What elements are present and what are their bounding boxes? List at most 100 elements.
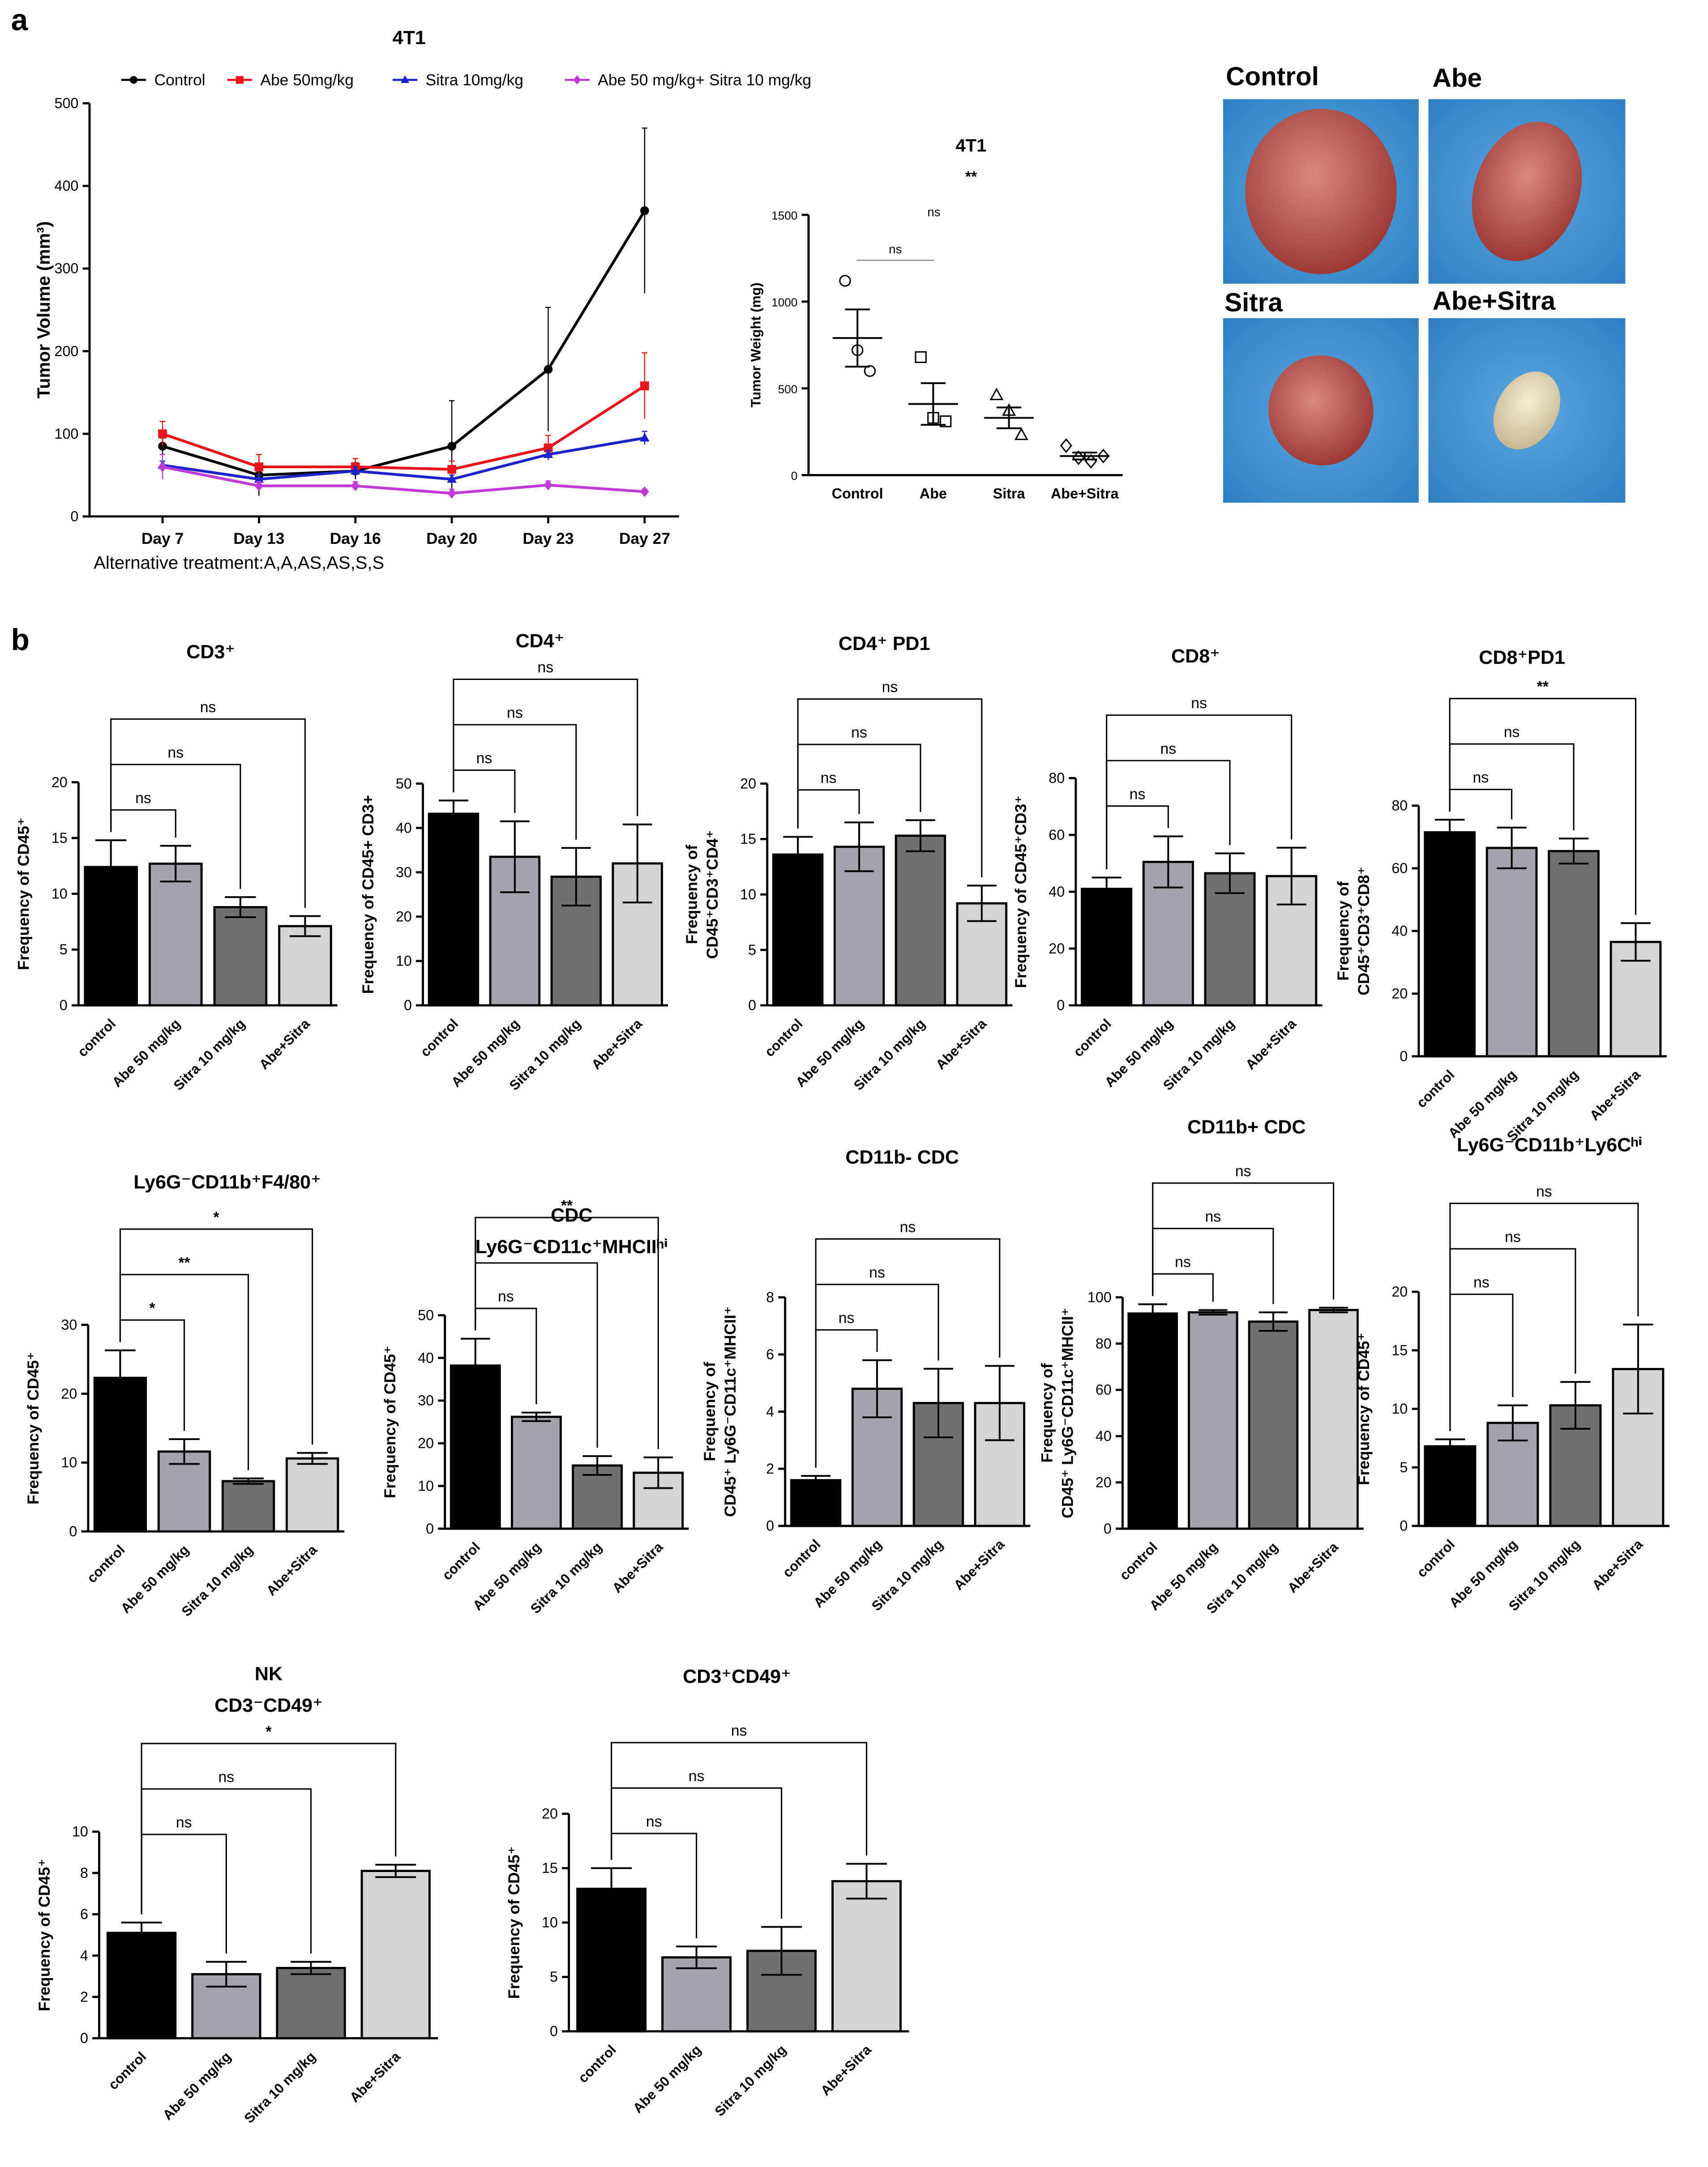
legend-marker	[235, 76, 244, 84]
x-tick-label: control	[779, 1536, 823, 1580]
point	[544, 479, 553, 491]
significance: ns	[1175, 1254, 1191, 1271]
chart-title: Ly6G⁻CD11b⁺Ly6Cʰⁱ	[1457, 1134, 1643, 1156]
x-tick-label: Abe+Sitra	[609, 1539, 666, 1596]
y-tick-label: 10	[1391, 1401, 1408, 1417]
bar	[895, 834, 946, 1007]
y-axis-label: CD45⁺CD3⁺CD8⁺	[1355, 867, 1373, 996]
chart-title: CD3⁺	[186, 641, 235, 663]
point	[1060, 438, 1072, 453]
tumor	[1268, 355, 1374, 466]
y-tick-label: 6	[766, 1346, 774, 1363]
y-axis-label: Frequency of CD45⁺	[381, 1346, 399, 1498]
bar	[428, 812, 479, 1007]
y-axis-label: Frequency of	[701, 1362, 719, 1461]
bar	[1424, 831, 1476, 1058]
significance: ns	[1504, 724, 1520, 741]
bar	[1188, 1311, 1238, 1530]
y-tick-label: 50	[418, 1307, 434, 1323]
x-tick-label: Abe	[920, 486, 947, 502]
chart-title: CD11b- CDC	[845, 1147, 959, 1168]
chart-title: CD4⁺	[516, 630, 565, 652]
y-tick-label: 40	[1049, 884, 1065, 900]
point	[351, 480, 360, 492]
y-tick-label: 80	[1049, 770, 1065, 786]
significance: ns	[498, 1288, 514, 1305]
y-tick-label: 1000	[771, 296, 797, 309]
bar	[1081, 888, 1133, 1007]
bar	[1485, 846, 1538, 1058]
point	[447, 474, 457, 483]
significance: ns	[537, 659, 553, 676]
significance: ns	[135, 790, 151, 807]
photo-label: Control	[1226, 62, 1319, 91]
x-tick-label: Abe+Sitra	[950, 1536, 1007, 1593]
y-axis-label: Frequency of CD45⁺	[15, 817, 33, 970]
x-tick-label: control	[84, 1542, 128, 1586]
significance: ns	[900, 1218, 916, 1235]
significance: ns	[927, 205, 940, 219]
y-tick-label: 10	[51, 885, 68, 902]
panel-label: b	[11, 623, 30, 657]
point	[158, 462, 167, 472]
photo-label: Abe	[1433, 64, 1482, 93]
y-tick-label: 15	[740, 831, 756, 847]
y-tick-label: 0	[1400, 1048, 1408, 1064]
y-tick-label: 20	[1096, 1474, 1112, 1490]
y-tick-label: 4	[766, 1403, 774, 1419]
legend-label: Control	[154, 72, 205, 89]
point	[447, 488, 456, 499]
bracket	[1449, 789, 1513, 820]
significance: ns	[1536, 1183, 1552, 1200]
bar	[1248, 1320, 1299, 1530]
x-tick-label: control	[575, 2042, 619, 2086]
significance: ns	[869, 1264, 885, 1281]
y-tick-label: 40	[1096, 1428, 1112, 1444]
x-tick-label: Control	[832, 486, 883, 502]
bracket	[1152, 1273, 1214, 1302]
point	[254, 474, 264, 483]
photo-label: Abe+Sitra	[1433, 286, 1556, 316]
x-tick-label: Abe 50 mg/kg	[109, 1016, 183, 1090]
y-tick-label: 20	[740, 775, 756, 791]
significance: ns	[1205, 1208, 1221, 1225]
y-tick-label: 0	[69, 1523, 77, 1539]
y-tick-label: 0	[404, 997, 412, 1013]
y-tick-label: 10	[61, 1454, 77, 1470]
chart-title: CDC	[551, 1205, 592, 1226]
point	[915, 351, 927, 363]
y-tick-label: 10	[72, 1824, 88, 1840]
x-tick-label: Sitra 10 mg/kg	[711, 2042, 789, 2119]
y-tick-label: 100	[1087, 1289, 1112, 1305]
series-line	[162, 385, 646, 471]
y-tick-label: 80	[1391, 798, 1408, 814]
significance: **	[965, 168, 977, 185]
y-tick-label: 20	[1391, 1284, 1408, 1300]
y-tick-label: 20	[418, 1435, 434, 1451]
y-tick-label: 400	[54, 178, 78, 194]
y-tick-label: 5	[550, 1969, 558, 1985]
bar	[831, 1880, 902, 2033]
bracket	[110, 809, 176, 838]
y-axis-label: Frequency of CD45⁺	[36, 1859, 53, 2011]
y-tick-label: 80	[1096, 1335, 1112, 1351]
bar	[157, 1450, 211, 1533]
bar	[1548, 850, 1600, 1058]
significance: ns	[476, 750, 492, 767]
y-axis-label: Frequency of CD45⁺CD3⁺	[1012, 795, 1030, 988]
chart-title: CD3⁻CD49⁺	[214, 1695, 323, 1716]
y-tick-label: 8	[766, 1289, 774, 1305]
bar	[278, 925, 332, 1007]
x-tick-label: Abe+Sitra	[347, 2048, 403, 2105]
bracket	[453, 678, 638, 816]
bracket	[1449, 698, 1636, 915]
y-axis-label: Frequency of	[1039, 1363, 1056, 1462]
y-tick-label: 0	[60, 997, 68, 1013]
significance: ns	[200, 699, 216, 716]
x-tick-label: Sitra 10 mg/kg	[241, 2049, 318, 2126]
y-tick-label: 2	[80, 1989, 88, 2005]
significance: ns	[731, 1722, 747, 1740]
x-tick-label: Day 13	[233, 530, 284, 547]
tumor	[1472, 122, 1582, 261]
legend-marker	[401, 75, 410, 83]
